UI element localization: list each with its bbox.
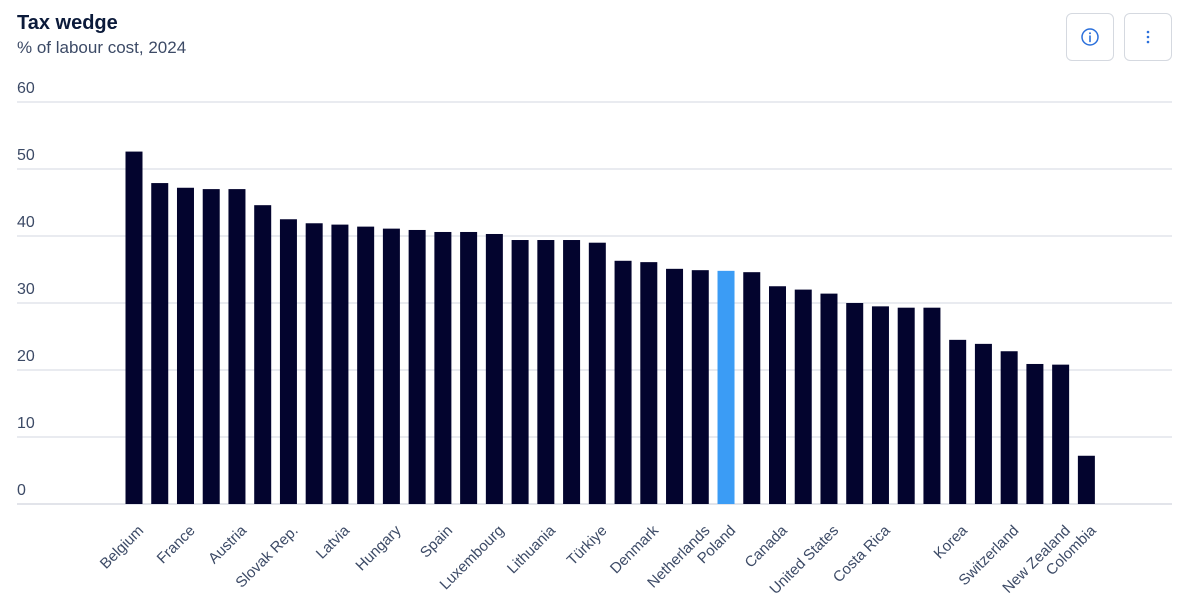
- bar[interactable]: [279, 219, 297, 504]
- bar[interactable]: [846, 303, 864, 504]
- bars: [125, 151, 1095, 505]
- bar[interactable]: [1077, 455, 1095, 504]
- x-tick-label: Korea: [931, 522, 972, 563]
- x-tick-label: Belgium: [97, 522, 147, 572]
- y-tick-label: 10: [17, 415, 35, 432]
- bar[interactable]: [125, 151, 143, 504]
- bar[interactable]: [331, 224, 349, 505]
- bar[interactable]: [974, 343, 992, 504]
- bar[interactable]: [176, 187, 194, 504]
- more-options-button[interactable]: [1124, 13, 1172, 61]
- bar[interactable]: [1052, 364, 1070, 504]
- info-button[interactable]: [1066, 13, 1114, 61]
- bar[interactable]: [511, 240, 529, 504]
- bar[interactable]: [408, 229, 426, 504]
- bar[interactable]: [202, 189, 220, 504]
- x-tick-label: France: [154, 522, 199, 567]
- x-tick-label: Costa Rica: [830, 522, 894, 586]
- y-tick-label: 0: [17, 482, 26, 499]
- bar[interactable]: [769, 286, 786, 504]
- x-tick-label: Canada: [742, 522, 792, 572]
- y-tick-label: 60: [17, 80, 35, 97]
- bar[interactable]: [563, 240, 581, 504]
- x-tick-label: Lithuania: [504, 522, 560, 578]
- bar[interactable]: [1026, 363, 1044, 504]
- chart-title: Tax wedge: [17, 12, 118, 34]
- bar[interactable]: [717, 270, 735, 504]
- bar[interactable]: [537, 240, 555, 504]
- y-tick-label: 20: [17, 348, 35, 365]
- more-vertical-icon: [1146, 30, 1150, 44]
- x-tick-label: Hungary: [352, 522, 404, 574]
- bar[interactable]: [640, 262, 658, 504]
- y-tick-label: 40: [17, 214, 35, 231]
- bar[interactable]: [382, 228, 400, 504]
- chart-subtitle: % of labour cost, 2024: [17, 38, 187, 57]
- x-tick-label: Latvia: [313, 522, 354, 563]
- y-tick-label: 30: [17, 281, 35, 298]
- x-tick-label: Austria: [205, 522, 250, 567]
- bar[interactable]: [485, 233, 503, 505]
- bar[interactable]: [871, 306, 889, 504]
- bar[interactable]: [743, 272, 761, 504]
- bar[interactable]: [434, 231, 452, 505]
- info-icon: [1081, 28, 1099, 46]
- bar[interactable]: [357, 226, 375, 504]
- bar[interactable]: [691, 270, 709, 504]
- bar[interactable]: [588, 242, 606, 504]
- bar[interactable]: [794, 289, 812, 504]
- y-tick-label: 50: [17, 147, 35, 164]
- bar[interactable]: [151, 183, 169, 504]
- bar[interactable]: [228, 189, 246, 504]
- bar[interactable]: [897, 307, 915, 504]
- bar[interactable]: [305, 223, 323, 504]
- bar[interactable]: [820, 293, 838, 504]
- bar[interactable]: [949, 339, 967, 504]
- bar[interactable]: [614, 260, 632, 504]
- x-tick-label: Spain: [417, 522, 456, 561]
- bar[interactable]: [254, 205, 272, 504]
- bar[interactable]: [666, 268, 684, 504]
- bar[interactable]: [923, 307, 941, 504]
- x-tick-label: Türkiye: [564, 522, 611, 569]
- bar[interactable]: [460, 231, 478, 505]
- bar[interactable]: [1000, 351, 1018, 504]
